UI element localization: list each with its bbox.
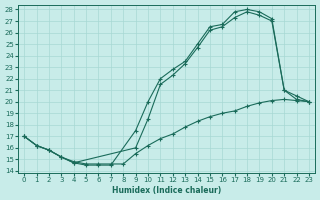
X-axis label: Humidex (Indice chaleur): Humidex (Indice chaleur) [112,186,221,195]
